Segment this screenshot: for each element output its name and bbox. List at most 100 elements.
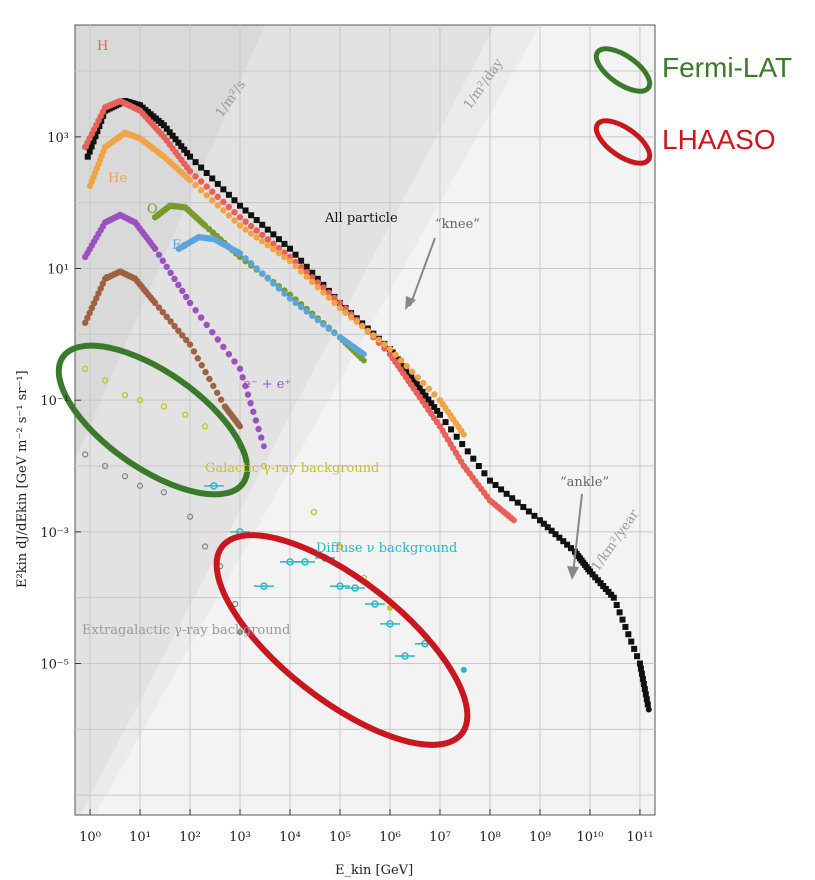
data-point <box>298 257 305 264</box>
data-point <box>236 222 244 229</box>
data-point <box>84 314 91 322</box>
data-point <box>564 541 571 548</box>
data-point <box>155 251 163 258</box>
data-point <box>203 170 210 177</box>
data-point <box>198 164 205 171</box>
data-point <box>416 385 423 392</box>
data-point <box>622 623 629 630</box>
label-knee: “knee” <box>435 217 480 232</box>
data-point <box>225 203 233 211</box>
data-point <box>244 391 252 398</box>
data-point <box>82 451 89 458</box>
data-point <box>172 136 179 143</box>
legend-label-lhaaso: LHAASO <box>662 124 776 155</box>
data-point <box>410 377 417 384</box>
data-point <box>260 462 268 470</box>
data-point <box>613 601 620 608</box>
label-electron-positron: e⁻ + e⁺ <box>243 377 291 392</box>
x-tick-label: 10⁷ <box>429 830 451 845</box>
data-point <box>402 366 409 373</box>
data-point <box>184 150 191 157</box>
data-point <box>392 351 399 358</box>
data-point <box>203 183 210 190</box>
legend-label-fermi-lat: Fermi-LAT <box>662 52 793 83</box>
data-point <box>548 527 555 534</box>
x-tick-label: 10² <box>179 830 201 845</box>
data-point <box>214 389 221 396</box>
data-point <box>220 343 227 351</box>
data-point <box>536 517 543 524</box>
data-point <box>453 433 460 440</box>
data-point <box>236 250 244 257</box>
data-point <box>353 318 360 325</box>
data-point <box>88 304 96 312</box>
series-he <box>86 129 467 438</box>
data-point <box>459 441 466 448</box>
data-point <box>159 257 167 264</box>
label-fe: Fe <box>172 238 188 253</box>
y-tick-label: 10¹ <box>47 263 69 278</box>
label-o: O <box>147 202 158 217</box>
data-point <box>192 173 199 180</box>
data-point <box>163 125 170 132</box>
data-point <box>95 290 102 297</box>
data-point <box>286 295 294 302</box>
data-point <box>209 197 216 204</box>
data-point <box>214 180 221 187</box>
data-point <box>169 132 176 139</box>
data-point <box>201 543 209 550</box>
data-point <box>286 257 294 265</box>
data-point <box>397 357 405 364</box>
y-tick-label: 10⁻³ <box>40 526 69 541</box>
data-point <box>225 191 232 198</box>
data-point <box>636 660 643 667</box>
fermi-lat-ellipse <box>55 342 251 498</box>
data-point <box>631 645 638 652</box>
data-point <box>259 221 266 228</box>
data-point <box>413 381 420 388</box>
ankle-arrow <box>572 493 583 575</box>
data-point <box>252 417 260 424</box>
data-point <box>514 499 521 506</box>
data-point <box>448 426 455 433</box>
data-point <box>151 299 159 307</box>
data-point <box>186 168 194 175</box>
data-point <box>209 175 216 182</box>
label-galactic-gamma-text: Galactic γ-ray background <box>205 461 379 476</box>
data-point <box>644 701 651 708</box>
data-point <box>247 260 255 267</box>
data-point <box>481 470 488 477</box>
data-point <box>509 495 516 502</box>
data-point <box>88 143 95 150</box>
data-point <box>171 275 178 283</box>
data-point <box>408 373 415 380</box>
data-point <box>186 299 194 307</box>
series-e-e- <box>82 211 267 450</box>
data-point <box>275 249 283 257</box>
x-tick-label: 10⁸ <box>479 830 501 845</box>
data-point <box>186 513 194 520</box>
y-tick-label: 10⁻⁵ <box>40 658 69 673</box>
data-point <box>292 263 299 270</box>
data-point <box>136 482 144 489</box>
data-point <box>336 582 344 590</box>
data-point <box>386 620 394 628</box>
data-point <box>220 207 227 214</box>
x-tick-label: 10⁰ <box>79 830 101 845</box>
data-point <box>136 397 144 404</box>
data-point <box>242 255 249 262</box>
data-point <box>175 139 182 146</box>
data-point <box>220 198 227 206</box>
data-point <box>197 187 205 194</box>
data-point <box>556 534 563 541</box>
data-point <box>182 336 190 344</box>
data-point <box>96 122 103 129</box>
data-point <box>259 270 266 277</box>
data-point <box>260 443 267 450</box>
data-point <box>151 245 159 252</box>
label-diffuse-nu: Diffuse ν background <box>316 541 457 556</box>
data-point <box>159 308 167 316</box>
data-point <box>634 653 641 660</box>
data-point <box>270 245 277 253</box>
data-point <box>486 477 493 484</box>
